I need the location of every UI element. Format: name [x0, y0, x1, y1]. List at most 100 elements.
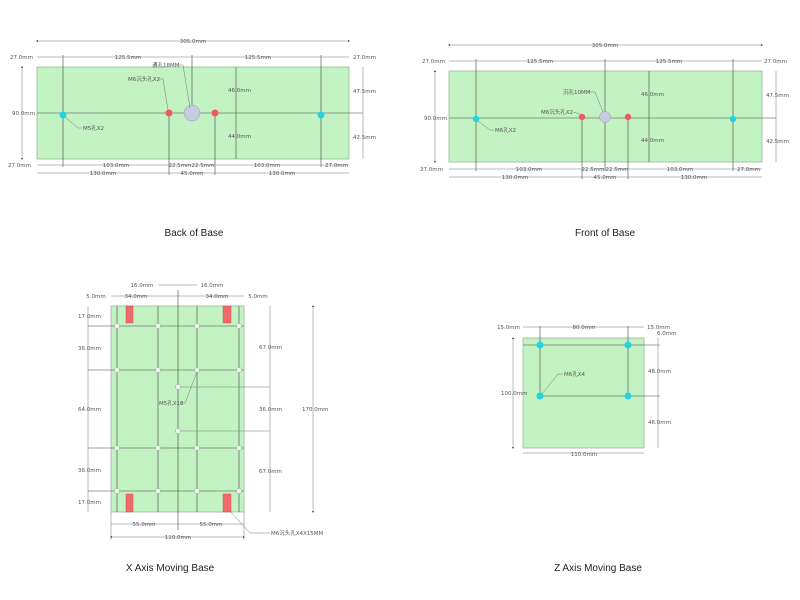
dim: 27.0mm: [737, 167, 760, 173]
dim: 47.5mm: [353, 89, 376, 95]
small-hole: [194, 367, 200, 373]
dim: 130.0mm: [90, 171, 116, 177]
callout: M6沉头孔X2: [541, 108, 573, 116]
cyan-hole: [472, 115, 480, 123]
callout: M6沉头孔X4X15MM: [271, 529, 324, 537]
dim: 15.0mm: [647, 325, 670, 331]
dim: 34.0mm: [206, 294, 229, 300]
dim: 55.0mm: [200, 522, 223, 528]
drawing-title: Z Axis Moving Base: [554, 563, 642, 574]
dim: 27.0mm: [422, 59, 445, 65]
dim: 125.5mm: [527, 59, 553, 65]
dim: 16.0mm: [131, 283, 154, 289]
cyan-hole: [536, 392, 544, 400]
dim-total: 305.0mm: [592, 43, 618, 49]
callout: 通孔18MM: [152, 61, 180, 69]
dim: 44.0mm: [228, 134, 251, 140]
dim: 6.0mm: [657, 331, 676, 337]
small-hole: [155, 488, 161, 494]
dim: 46.0mm: [228, 88, 251, 94]
dim: 22.5mm: [192, 163, 215, 169]
dim: 125.5mm: [656, 59, 682, 65]
cyan-hole: [729, 115, 737, 123]
small-hole: [194, 488, 200, 494]
cyan-hole: [624, 392, 632, 400]
dim: 42.5mm: [353, 135, 376, 141]
x-axis-moving-base-drawing: 16.0mm 16.0mm 5.0mm 34.0mm 34.0mm 5.0mm …: [78, 283, 328, 574]
small-hole: [236, 445, 242, 451]
dim: 90.0mm: [424, 116, 447, 122]
dim: 17.0mm: [78, 314, 101, 320]
dim: 55.0mm: [133, 522, 156, 528]
small-hole: [155, 323, 161, 329]
callout: M6沉头孔X2: [128, 75, 160, 83]
callout: M5孔X2: [83, 124, 104, 132]
dim: 80.0mm: [573, 325, 596, 331]
dim: 5.0mm: [248, 294, 267, 300]
dim: 46.0mm: [641, 92, 664, 98]
small-hole: [194, 445, 200, 451]
dim: 130.0mm: [681, 175, 707, 181]
z-axis-moving-base-drawing: 15.0mm 80.0mm 15.0mm 6.0mm 48.0mm 46.0mm…: [497, 325, 676, 574]
cyan-hole: [317, 111, 325, 119]
small-hole: [114, 445, 120, 451]
small-hole: [236, 367, 242, 373]
dim: 110.0mm: [165, 535, 191, 541]
dim-total: 305.0mm: [180, 39, 206, 45]
drawing-title: Front of Base: [575, 228, 635, 239]
center-hole: [599, 111, 611, 123]
red-hole: [578, 113, 586, 121]
dim: 48.0mm: [648, 369, 671, 375]
back-of-base-drawing: 305.0mm 27.0mm 125.5mm 125.5mm 27.0mm 90…: [8, 39, 376, 239]
dim: 103.0mm: [254, 163, 280, 169]
dim: 27.0mm: [764, 59, 787, 65]
small-hole: [114, 367, 120, 373]
callout: M5孔X18: [159, 399, 184, 407]
dim: 45.0mm: [181, 171, 204, 177]
dim: 36.0mm: [78, 346, 101, 352]
small-hole: [236, 323, 242, 329]
front-of-base-drawing: 305.0mm 27.0mm 125.5mm 125.5mm 27.0mm 90…: [420, 43, 789, 239]
dim: 103.0mm: [516, 167, 542, 173]
dim: 47.5mm: [766, 93, 789, 99]
callout: M6孔X2: [495, 126, 516, 134]
slot: [222, 493, 232, 513]
red-hole: [165, 109, 173, 117]
red-hole: [624, 113, 632, 121]
small-hole: [236, 488, 242, 494]
drawing-title: Back of Base: [165, 228, 224, 239]
dim: 130.0mm: [502, 175, 528, 181]
callout: M6孔X4: [564, 370, 586, 378]
dim: 100.0mm: [501, 391, 527, 397]
dim: 22.5mm: [169, 163, 192, 169]
plate: [522, 337, 645, 449]
red-hole: [211, 109, 219, 117]
plate: [110, 305, 245, 513]
dim: 45.0mm: [594, 175, 617, 181]
dim: 103.0mm: [667, 167, 693, 173]
cyan-hole: [536, 341, 544, 349]
dim: 5.0mm: [86, 294, 105, 300]
small-hole: [194, 323, 200, 329]
dim: 130.0mm: [269, 171, 295, 177]
dim: 27.0mm: [420, 167, 443, 173]
dim: 110.0mm: [571, 452, 597, 458]
dim: 125.5mm: [115, 55, 141, 61]
slot: [125, 493, 134, 513]
dim: 16.0mm: [201, 283, 224, 289]
dim: 34.0mm: [125, 294, 148, 300]
dim: 27.0mm: [8, 163, 31, 169]
callout: 沉孔10MM: [563, 88, 591, 96]
dim: 67.0mm: [259, 345, 282, 351]
small-hole: [175, 428, 181, 434]
cyan-hole: [59, 111, 67, 119]
center-hole: [183, 104, 201, 122]
small-hole: [114, 323, 120, 329]
dim: 125.5mm: [245, 55, 271, 61]
dim: 67.0mm: [259, 469, 282, 475]
small-hole: [155, 367, 161, 373]
dim: 170.0mm: [302, 407, 328, 413]
dim: 27.0mm: [353, 55, 376, 61]
dim: 44.0mm: [641, 138, 664, 144]
